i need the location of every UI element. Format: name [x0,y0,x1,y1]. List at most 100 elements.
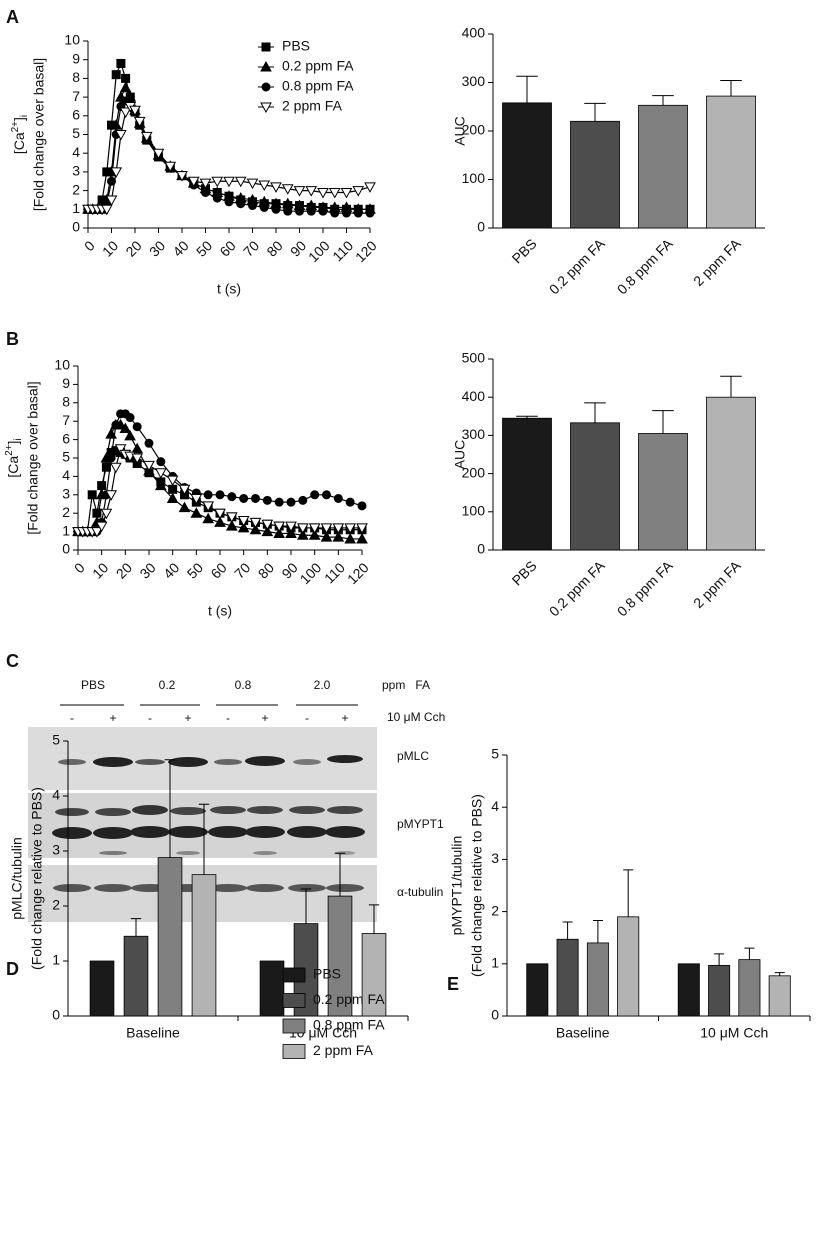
series [83,96,375,218]
marker [286,497,296,507]
band [130,826,170,838]
band [289,806,325,814]
marker [237,521,250,533]
marker [214,516,226,527]
legend-label: 0.2 ppm FA [282,58,354,74]
x-tick-label: 0.2 ppm FA [546,557,608,619]
marker [91,527,103,538]
group-label: 0.2 [159,678,176,692]
marker [178,501,191,513]
marker [305,186,318,197]
row-label: pMYPT1 [397,817,444,831]
y-tick-label: 0 [477,541,485,557]
marker [124,429,136,441]
marker [296,529,309,540]
sign: - [70,711,74,725]
marker [111,420,121,430]
band [208,826,248,838]
marker [225,512,238,523]
blot-strip [28,727,377,790]
marker [310,490,320,500]
band [209,884,247,892]
marker [234,176,247,188]
marker [261,519,274,531]
band [99,851,127,855]
bar [706,396,756,551]
y-tick-label: 1 [72,200,80,216]
marker [212,193,222,203]
band [327,755,363,763]
y-tick-label: 0 [477,219,485,235]
x-tick-label: 100 [305,237,333,265]
error-bar [774,972,785,976]
band [293,759,321,765]
marker [203,490,213,500]
x-tick-label: 70 [240,237,262,259]
band [253,851,277,855]
marker [239,493,249,503]
marker [202,501,215,512]
x-tick-label: 10 [99,237,121,259]
marker [105,428,117,439]
sign: + [261,711,268,725]
units-label: ppm FA [382,678,430,692]
marker [308,529,321,540]
y-tick-label: 200 [462,122,486,138]
y-axis-label: pMYPT1/tubulin [449,836,465,936]
bar [259,960,285,1017]
bar [638,433,688,551]
marker [95,521,108,533]
marker [164,161,177,173]
marker [223,176,235,188]
marker [320,531,333,542]
bar [706,95,756,229]
band [58,759,86,765]
marker [100,508,113,520]
marker [332,531,345,542]
marker [345,497,355,507]
legend-label: PBS [313,966,341,982]
band [170,807,206,815]
y-tick-label: 4 [491,798,499,814]
marker [262,495,272,505]
x-tick-label: PBS [509,557,540,588]
y-tick-label: 3 [62,486,70,502]
bar [768,975,791,1017]
error-bar [334,852,346,897]
legend-label: 2 ppm FA [313,1042,374,1058]
group-label: PBS [81,678,105,692]
group-label: 0.8 [235,678,252,692]
legend-label: PBS [282,38,310,54]
x-tick-label: 30 [136,559,158,581]
marker [119,81,132,93]
y-tick-label: 100 [462,170,486,186]
bar [638,104,688,229]
marker [132,422,142,432]
band [327,806,363,814]
marker [166,475,179,487]
legend-swatch [282,993,306,1008]
bar [191,874,217,1017]
band [132,805,168,815]
marker [227,492,237,502]
bar [570,120,620,229]
band [93,757,133,767]
marker [92,508,102,518]
band [326,884,364,892]
marker [293,186,306,197]
marker [105,195,118,206]
marker [178,484,191,496]
legend-label: 2 ppm FA [282,98,343,114]
error-bar [652,410,674,434]
y-tick-label: 2 [62,504,70,520]
bar [570,422,620,551]
marker [353,208,363,218]
label-part: ] [5,441,21,445]
x-tick-label: 40 [169,237,191,259]
y-tick-label: 2 [52,897,60,913]
marker [328,187,341,199]
x-tick-label: 50 [184,559,206,581]
marker [114,444,127,455]
marker [365,208,375,218]
marker [110,119,123,130]
